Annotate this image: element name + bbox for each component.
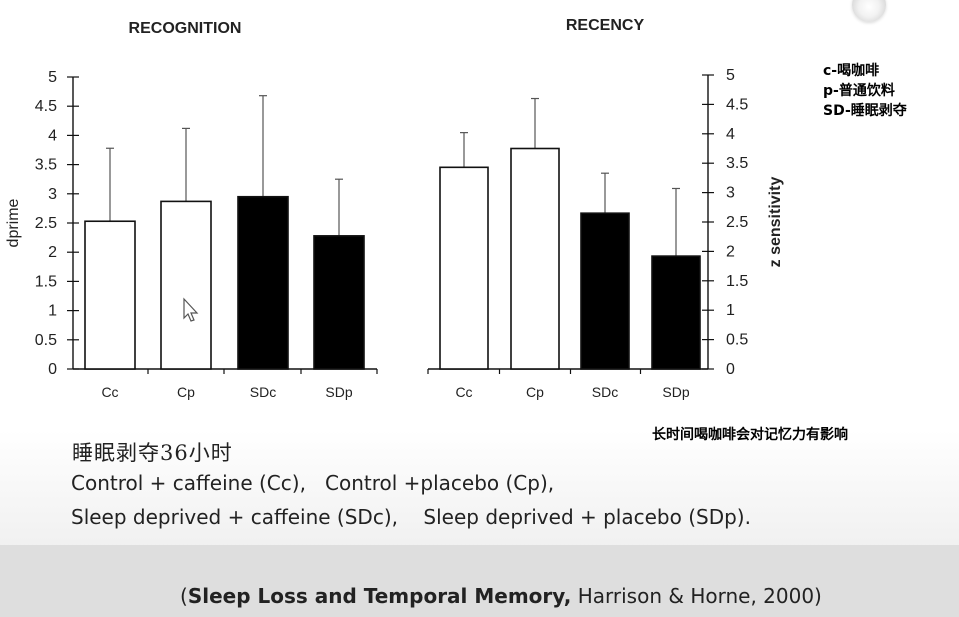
- x-tick-label: Cp: [177, 384, 195, 400]
- citation-open: (: [180, 584, 188, 608]
- charts-canvas: RECOGNITION dprime 0 0.5 1 1.5 2 2.5 3 3.5 4 4.5 5 Cc…: [5, 17, 784, 400]
- x-tick-label: SDp: [662, 384, 689, 400]
- chart-title: RECOGNITION: [129, 20, 242, 37]
- y-tick-label: 3: [726, 185, 735, 202]
- y-tick-label: 1: [726, 302, 735, 319]
- description-line-1: Control + caffeine (Cc), Control +placeb…: [71, 471, 555, 495]
- x-tick-label: Cp: [526, 384, 544, 400]
- legend-line-sd: SD-睡眠剥夺: [823, 103, 907, 119]
- chart-0: RECOGNITION dprime 0 0.5 1 1.5 2 2.5 3 3.5 4 4.5 5 Cc…: [5, 20, 378, 400]
- description-line-2: Sleep deprived + caffeine (SDc), Sleep d…: [71, 505, 751, 529]
- y-tick-label: 2.5: [726, 214, 748, 231]
- legend-line-p: p-普通饮料: [823, 83, 895, 99]
- y-tick-label: 0: [726, 361, 735, 378]
- y-tick-label: 3.5: [35, 157, 57, 174]
- x-tick-label: Cc: [455, 384, 472, 400]
- chart-title: RECENCY: [566, 17, 645, 34]
- y-tick-label: 0: [48, 361, 57, 378]
- bar-SDc: [237, 195, 289, 370]
- legend-line-c: c-喝咖啡: [823, 63, 880, 79]
- citation-authors: Harrison & Horne, 2000): [571, 584, 822, 608]
- y-tick-label: 1: [48, 303, 57, 320]
- y-axis-label: z sensitivity: [767, 177, 784, 268]
- chart-1: RECENCY z sensitivity 0 0.5 1 1.5 2 2.5 3 3.5 4 4.5…: [427, 17, 784, 400]
- x-tick-label: SDc: [592, 384, 618, 400]
- y-tick-label: 2.5: [35, 215, 57, 232]
- caffeine-note: 长时间喝咖啡会对记忆力有影响: [652, 427, 848, 443]
- x-tick-label: Cc: [101, 384, 118, 400]
- bar-SDp: [313, 235, 365, 370]
- bar-Cc: [84, 220, 136, 370]
- y-tick-label: 5: [726, 67, 735, 84]
- x-tick-label: SDc: [250, 384, 276, 400]
- handwritten-note: 睡眠剥夺36小时: [72, 441, 233, 465]
- citation: (Sleep Loss and Temporal Memory, Harriso…: [180, 584, 822, 608]
- y-tick-label: 1.5: [726, 273, 748, 290]
- y-tick-label: 0.5: [35, 332, 57, 349]
- bar-Cp: [160, 200, 212, 370]
- y-tick-label: 1.5: [35, 273, 57, 290]
- bar-SDp: [651, 255, 701, 370]
- bar-Cp: [510, 147, 560, 370]
- y-tick-label: 3.5: [726, 155, 748, 172]
- y-tick-label: 4.5: [35, 98, 57, 115]
- bar-Cc: [439, 166, 489, 370]
- citation-band: [0, 545, 959, 617]
- y-tick-label: 4.5: [726, 96, 748, 113]
- y-axis-label: dprime: [5, 198, 22, 247]
- mouse-cursor-icon: [183, 297, 199, 322]
- y-tick-label: 4: [726, 126, 735, 143]
- citation-title: Sleep Loss and Temporal Memory,: [187, 584, 572, 608]
- y-tick-label: 2: [48, 244, 57, 261]
- corner-orb-icon: [852, 0, 886, 22]
- y-tick-label: 4: [48, 127, 57, 144]
- bar-SDc: [580, 212, 630, 370]
- y-tick-label: 5: [48, 69, 57, 86]
- y-tick-label: 2: [726, 243, 735, 260]
- legend-annotation: c-喝咖啡 p-普通饮料 SD-睡眠剥夺: [823, 61, 907, 121]
- x-tick-label: SDp: [325, 384, 352, 400]
- y-tick-label: 3: [48, 186, 57, 203]
- y-tick-label: 0.5: [726, 332, 748, 349]
